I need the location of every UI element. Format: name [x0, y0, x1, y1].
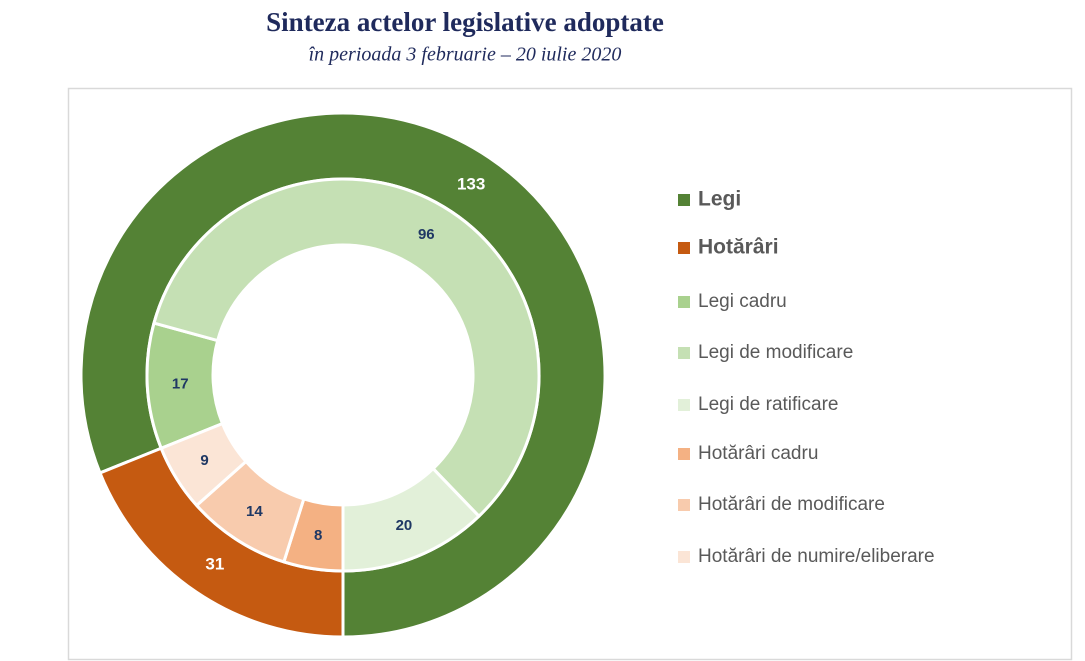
donut-segment — [159, 421, 249, 508]
data-label: 9 — [200, 452, 208, 469]
legend-label: Hotărâri de numire/eliberare — [698, 546, 935, 567]
chart-title: Sinteza actelor legislative adoptate — [266, 7, 664, 37]
legend-marker — [678, 551, 690, 563]
legend-marker — [678, 296, 690, 308]
plot-frame — [67, 87, 1073, 661]
legend-label: Legi de modificare — [698, 342, 853, 363]
donut-segment — [152, 177, 541, 519]
data-label: 20 — [396, 517, 413, 534]
data-label: 14 — [246, 503, 263, 520]
data-label: 133 — [457, 175, 485, 194]
legend-marker — [678, 347, 690, 359]
data-label: 31 — [205, 554, 224, 573]
legend-label: Legi cadru — [698, 291, 787, 312]
chart-subtitle: în perioada 3 februarie – 20 iulie 2020 — [309, 44, 622, 66]
legend-marker — [678, 242, 690, 254]
legend-label: Legi — [698, 188, 741, 211]
legend-label: Hotărâri de modificare — [698, 494, 885, 515]
legend-marker — [678, 194, 690, 206]
data-label: 8 — [314, 527, 322, 544]
legend-label: Hotărâri cadru — [698, 443, 818, 464]
legend-label: Hotărâri — [698, 236, 779, 259]
legend-marker — [678, 399, 690, 411]
legend-marker — [678, 499, 690, 511]
legend-label: Legi de ratificare — [698, 394, 838, 415]
data-label: 17 — [172, 375, 189, 392]
data-label: 96 — [418, 226, 435, 243]
legend-marker — [678, 448, 690, 460]
